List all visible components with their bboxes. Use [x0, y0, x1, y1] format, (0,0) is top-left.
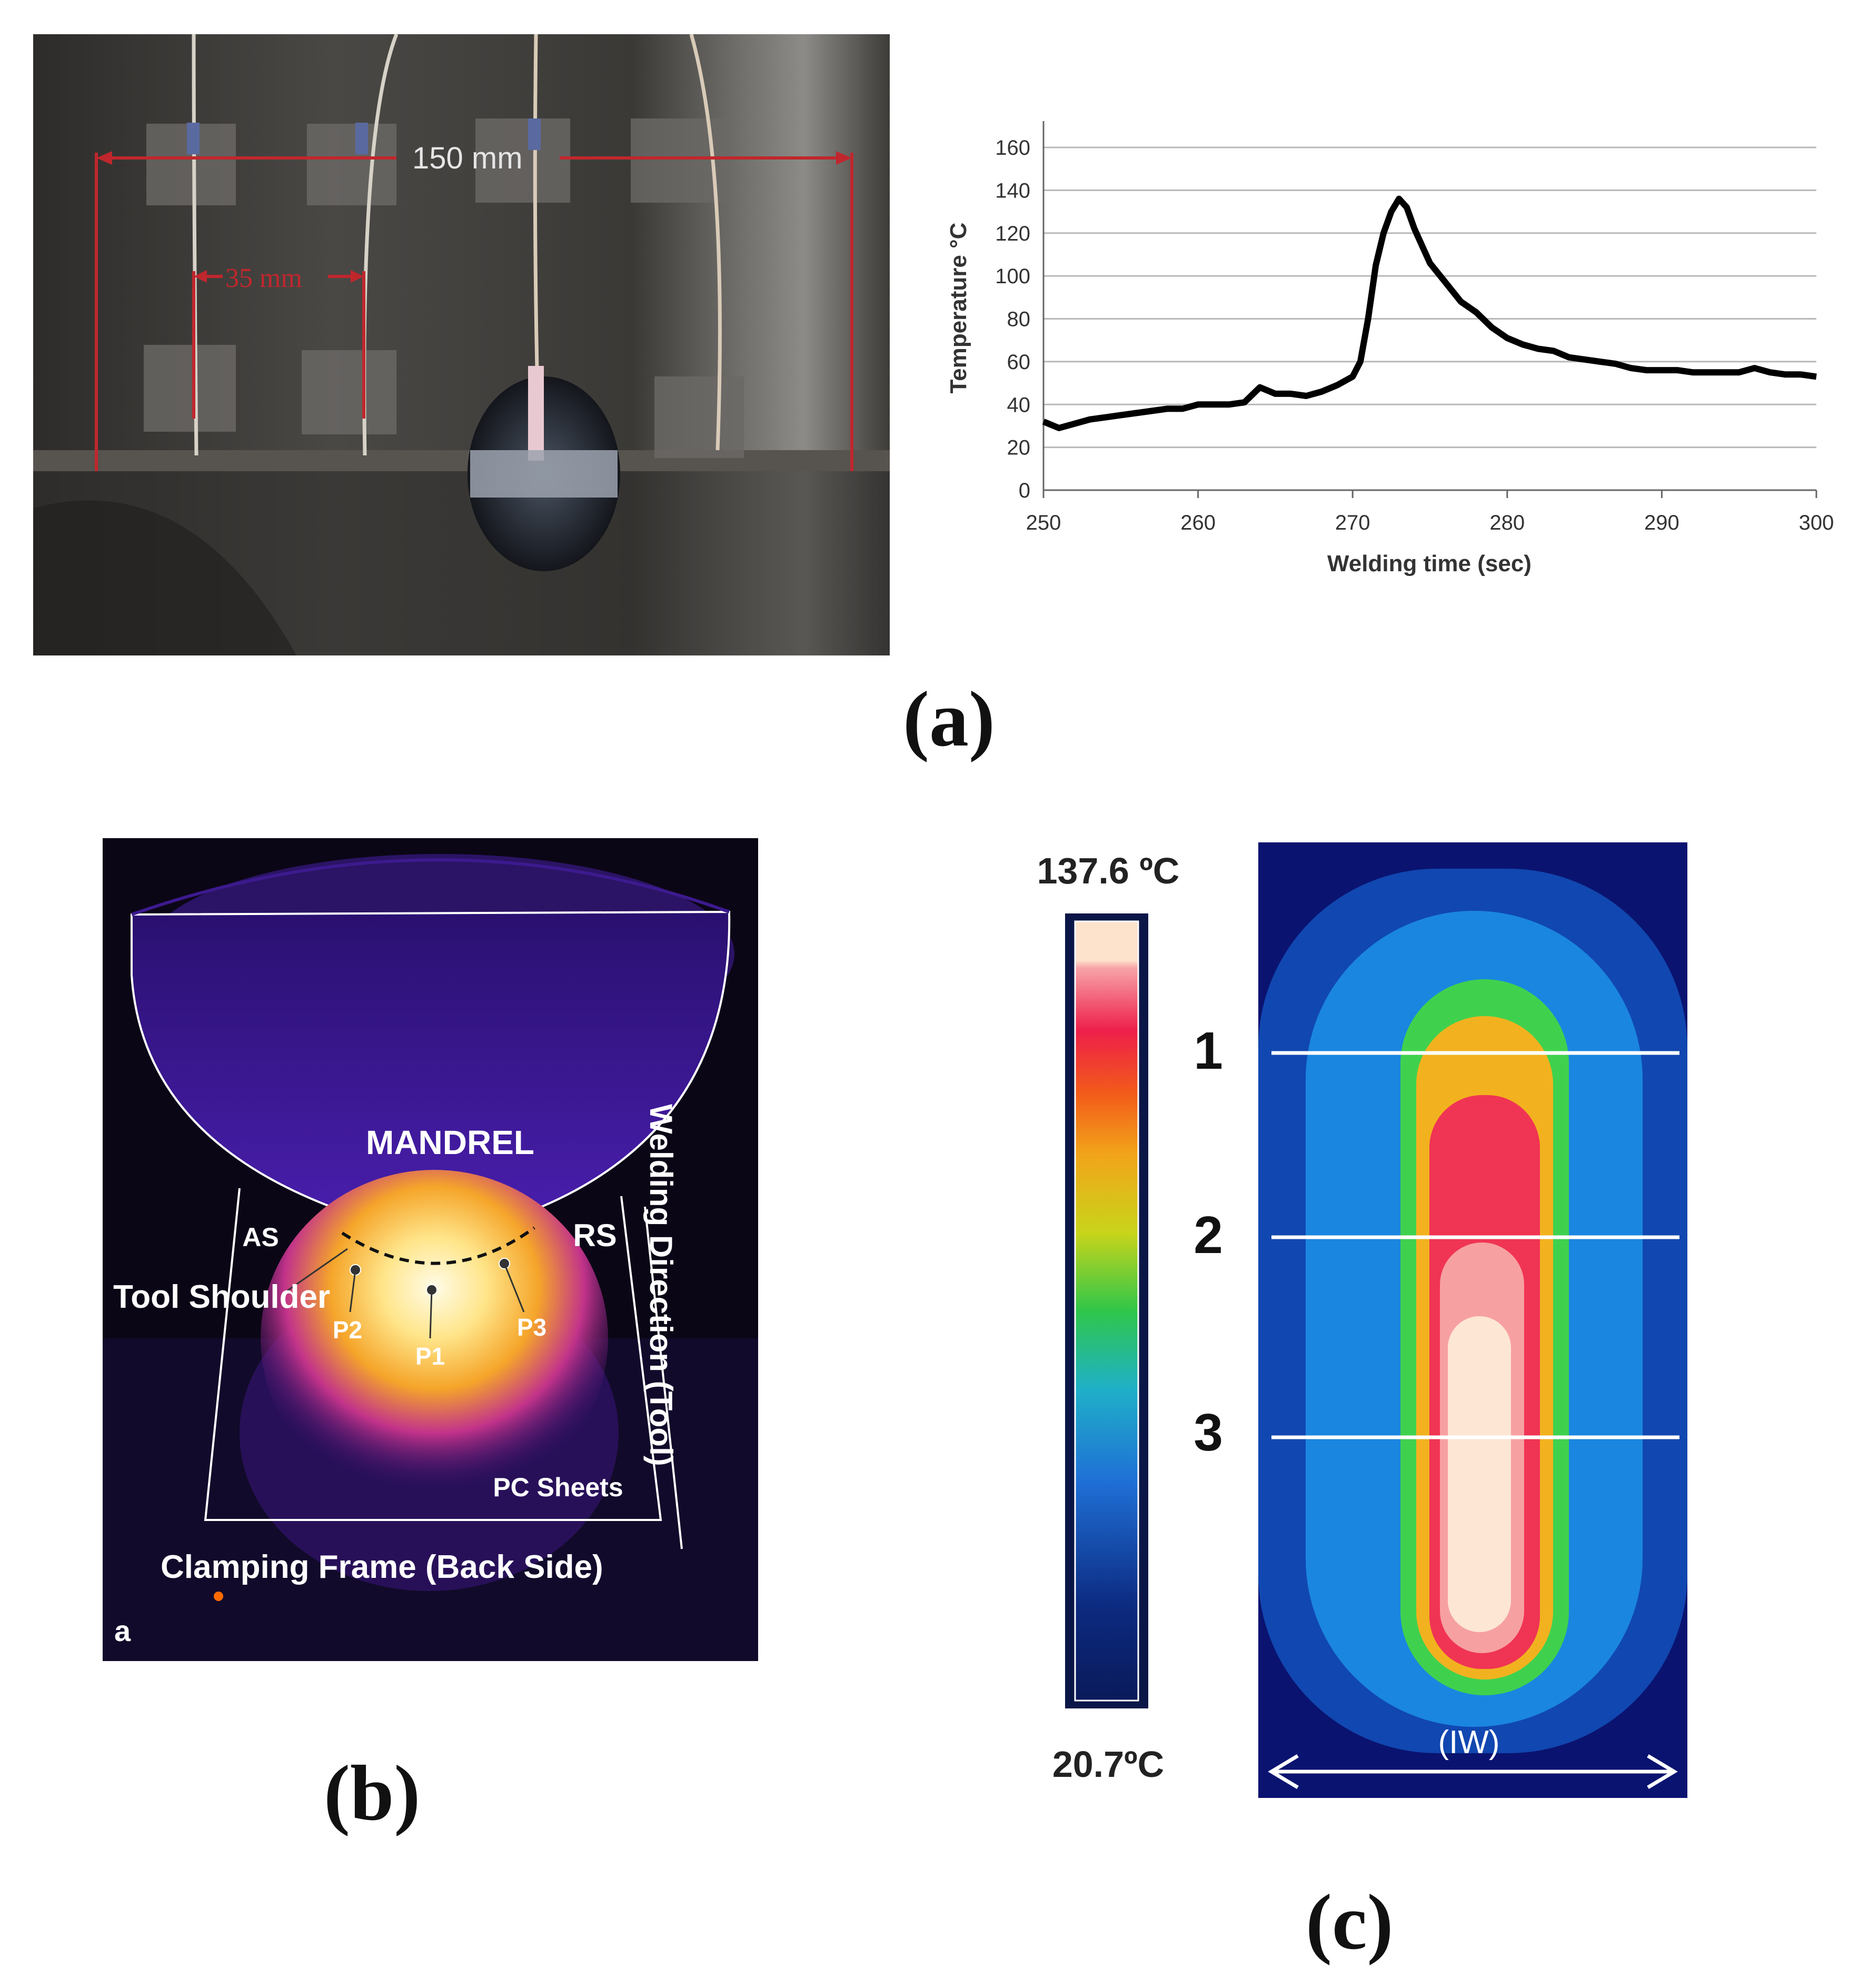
tool-shoulder-label: Tool Shoulder [113, 1279, 330, 1315]
thermal-image-b: MANDREL AS RS Tool Shoulder P2 P1 P3 Wel… [103, 838, 758, 1661]
y-tick-label: 20 [1007, 436, 1031, 460]
welding-direction-label: Welding Direction (Tool) [643, 1104, 679, 1466]
p1-label: P1 [415, 1343, 445, 1370]
p3-label: P3 [517, 1314, 546, 1341]
dimension-35mm: 35 mm [225, 263, 302, 293]
caption-b: (b) [324, 1750, 421, 1837]
x-tick-label: 270 [1335, 511, 1370, 534]
thermocouple-photo: 150 mm 35 mm [33, 34, 890, 655]
clamping-frame-label: Clamping Frame (Back Side) [161, 1549, 603, 1585]
x-tick-label: 260 [1180, 511, 1216, 534]
temperature-chart: 0 20 40 60 80 100 120 140 160 250 260 270 280 290 300… [946, 121, 1834, 576]
y-tick-label: 40 [1007, 393, 1031, 416]
temperature-series-line [1042, 195, 1817, 431]
dimension-150mm: 150 mm [412, 141, 523, 175]
y-tick-label: 0 [1019, 479, 1030, 502]
max-temperature-label: 137.6 ºC [1037, 850, 1180, 891]
y-tick-label: 80 [1007, 308, 1031, 331]
line-3-label: 3 [1194, 1403, 1223, 1462]
y-tick-label: 160 [995, 136, 1030, 160]
y-tick-label: 140 [995, 179, 1030, 202]
y-tick-labels: 0 20 40 60 80 100 120 140 160 [995, 136, 1030, 502]
chart-grid [1043, 146, 1816, 449]
y-tick-label: 60 [1007, 351, 1031, 374]
min-temperature-label: 20.7ºC [1052, 1744, 1164, 1785]
x-tick-labels: 250 260 270 280 290 300 [1026, 490, 1834, 534]
p2-label: P2 [333, 1316, 362, 1344]
caption-a: (a) [903, 675, 995, 763]
line-2-label: 2 [1194, 1206, 1223, 1265]
x-tick-label: 290 [1644, 511, 1679, 534]
temperature-color-bar: 137.6 ºC 20.7ºC [1037, 850, 1180, 1785]
iw-label: (IW) [1438, 1724, 1499, 1761]
line-number-labels: 1 2 3 [1194, 1021, 1223, 1462]
x-axis-label: Welding time (sec) [1327, 551, 1532, 576]
line-1-label: 1 [1194, 1021, 1223, 1080]
x-tick-label: 250 [1026, 511, 1061, 534]
y-tick-label: 100 [995, 265, 1030, 288]
caption-c: (c) [1306, 1878, 1394, 1966]
rs-label: RS [573, 1218, 617, 1253]
as-label: AS [242, 1222, 279, 1252]
mandrel-label: MANDREL [366, 1124, 534, 1161]
y-tick-label: 120 [995, 222, 1030, 245]
y-axis-label: Temperature °C [946, 223, 971, 394]
thermal-image-c: (IW) [1258, 842, 1687, 1798]
panel-corner-label: a [114, 1614, 131, 1647]
x-tick-label: 300 [1799, 511, 1834, 534]
x-tick-label: 280 [1489, 511, 1525, 534]
pc-sheets-label: PC Sheets [493, 1473, 623, 1502]
